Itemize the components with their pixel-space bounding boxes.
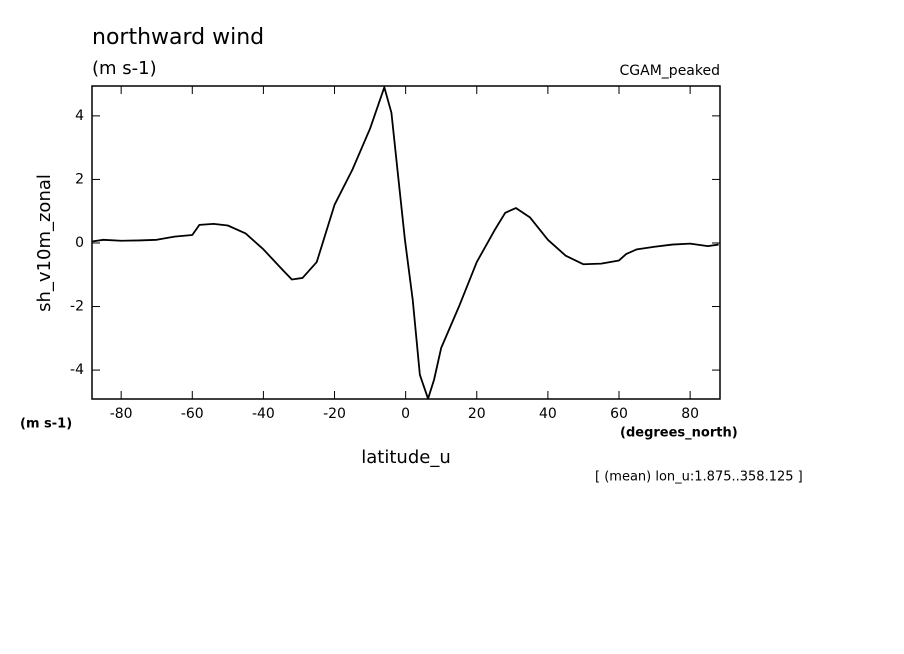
chart-subtitle: (m s-1) [92, 58, 157, 79]
dataset-label: CGAM_peaked [620, 63, 720, 79]
x-tick-label: 60 [610, 406, 628, 422]
x-tick-label: -40 [252, 406, 275, 422]
x-tick-label: 20 [468, 406, 486, 422]
y-tick-label: -2 [70, 299, 84, 315]
data-line [92, 86, 719, 400]
y-axis-title: sh_v10m_zonal [34, 174, 55, 312]
x-tick-label: -80 [110, 406, 133, 422]
x-tick-label: 40 [539, 406, 557, 422]
y-tick-label: 4 [75, 108, 84, 124]
x-tick-label: -60 [181, 406, 204, 422]
x-tick-label: 80 [681, 406, 699, 422]
x-axis-title: latitude_u [361, 447, 450, 468]
note: [ (mean) lon_u:1.875..358.125 ] [595, 470, 803, 485]
y-tick-label: 2 [75, 171, 84, 187]
y-tick-label: -4 [70, 362, 84, 378]
x-tick-label: -20 [323, 406, 346, 422]
y-tick-label: 0 [75, 235, 84, 251]
y-axis-units: (m s-1) [20, 417, 72, 432]
chart-title: northward wind [92, 25, 264, 50]
x-axis-units: (degrees_north) [620, 426, 738, 441]
x-tick-label: 0 [401, 406, 410, 422]
